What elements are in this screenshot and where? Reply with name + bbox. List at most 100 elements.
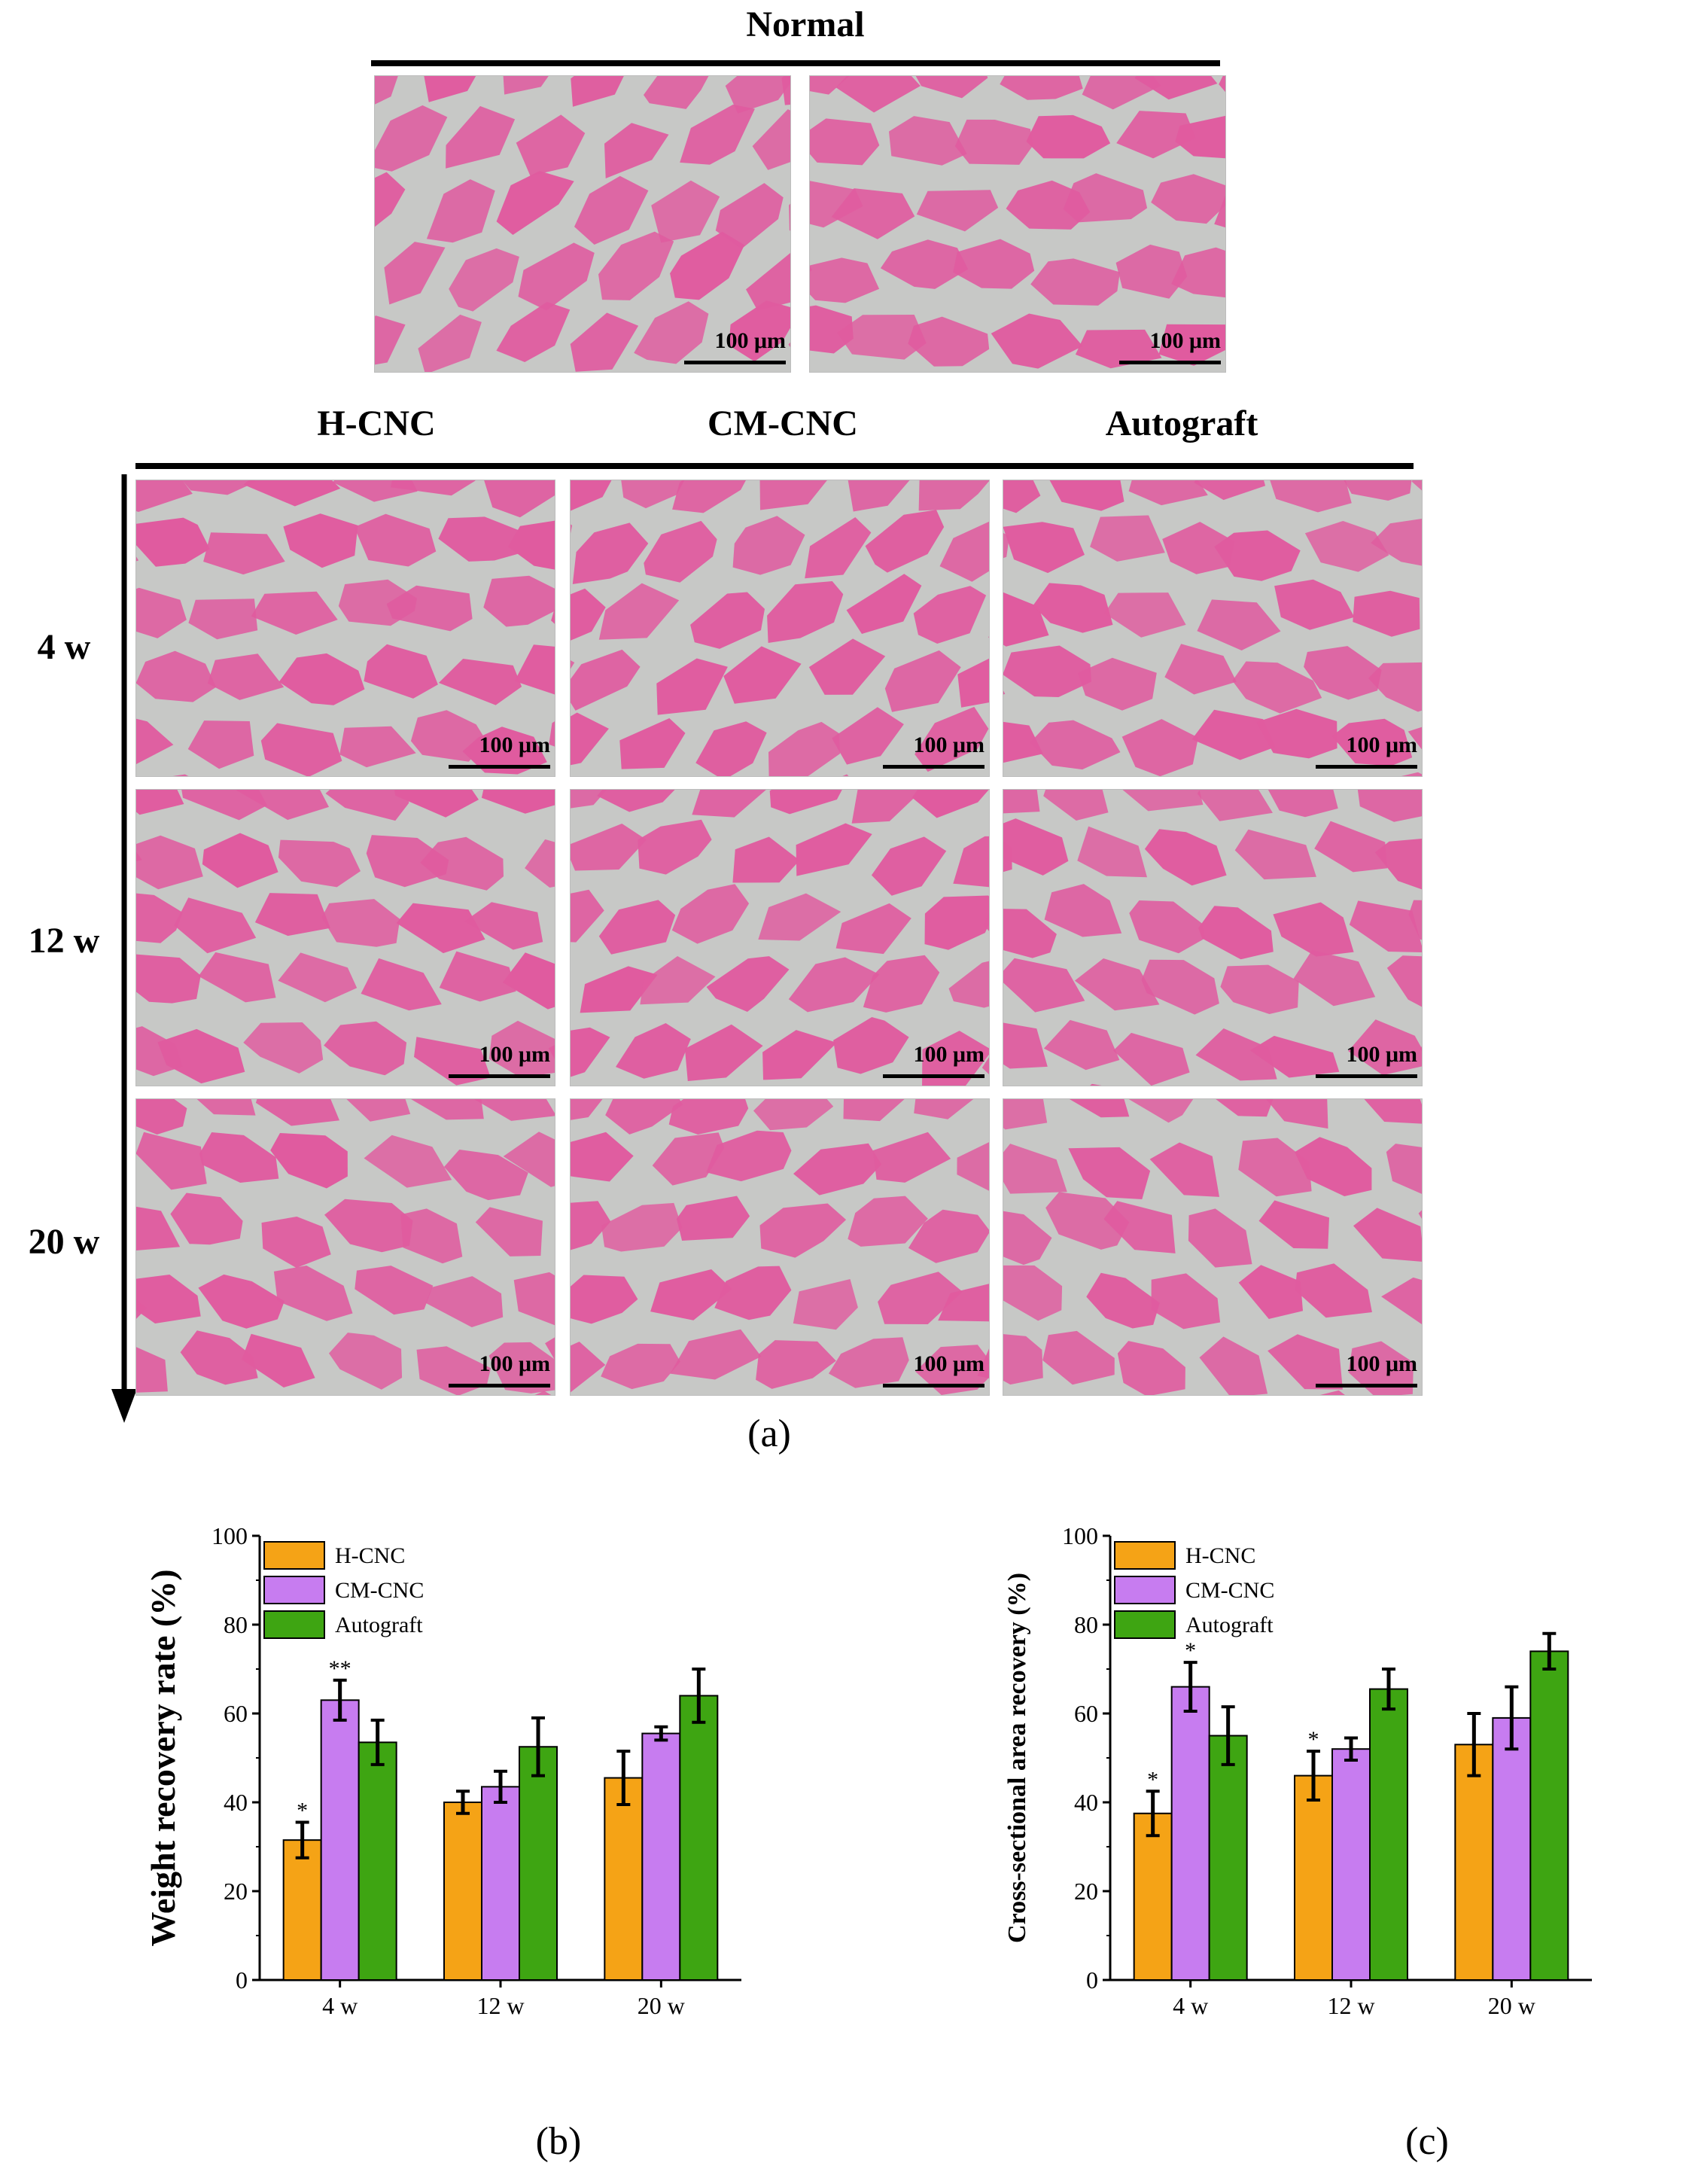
x-tick-label: 4 w: [322, 1992, 358, 2019]
x-tick-label: 20 w: [638, 1992, 685, 2019]
legend-label-cm-cnc: CM-CNC: [335, 1578, 424, 1603]
x-tick-label: 12 w: [476, 1992, 524, 2019]
y-tick-label: 80: [1074, 1611, 1098, 1638]
bar-h-cnc-4w: [282, 1839, 322, 1981]
scale-bar-line: [449, 1074, 550, 1078]
significance-marker: *: [1185, 1638, 1196, 1663]
bar-h-cnc-20w: [604, 1777, 644, 1981]
legend-label-autograft: Autograft: [1185, 1613, 1274, 1637]
scale-bar-label: 100 μm: [913, 733, 985, 757]
legend-swatch-autograft: [263, 1610, 325, 1639]
legend-swatch-autograft: [1114, 1610, 1176, 1639]
y-tick-label: 80: [224, 1611, 248, 1638]
scale-bar-line: [1316, 1074, 1417, 1078]
weight-recovery-chart: 0 20 40 60 80 100 Weight recovery rate (%) 4 w *…: [144, 1522, 741, 2019]
significance-marker: *: [297, 1799, 308, 1823]
scale-bar: 100 μm: [883, 1042, 984, 1078]
legend-swatch-cm-cnc: [1114, 1576, 1176, 1604]
time-arrow: [111, 474, 137, 1423]
micrograph-cm-cnc-4w: 100 μm: [570, 480, 990, 777]
y-tick-label: 40: [224, 1789, 248, 1816]
row-label-4w: 4 w: [37, 627, 91, 667]
scale-bar: 100 μm: [883, 1351, 984, 1387]
panel-label-c: (c): [1405, 2120, 1449, 2163]
bar-autograft-12w: [519, 1746, 558, 1981]
y-tick-label: 40: [1074, 1789, 1098, 1816]
bar-autograft-20w: [679, 1695, 719, 1981]
scale-bar-label: 100 μm: [479, 1351, 551, 1376]
scale-bar-label: 100 μm: [714, 328, 787, 353]
scale-bar: 100 μm: [1316, 1042, 1417, 1078]
micrograph-cm-cnc-20w: 100 μm: [570, 1098, 990, 1396]
panel-label-a: (a): [747, 1412, 791, 1455]
scale-bar-line: [449, 1384, 550, 1387]
group-header-cm-cnc: CM-CNC: [708, 404, 858, 443]
bar-h-cnc-12w: [1294, 1774, 1333, 1981]
y-tick-label: 100: [1062, 1522, 1098, 1549]
scale-bar-label: 100 μm: [1346, 1351, 1418, 1376]
scale-bar-line: [1119, 361, 1221, 364]
scale-bar-line: [883, 765, 984, 769]
legend-label-cm-cnc: CM-CNC: [1185, 1578, 1274, 1603]
scale-bar-label: 100 μm: [1149, 328, 1222, 353]
bar-autograft-4w: [1208, 1735, 1248, 1981]
y-tick-label: 60: [1074, 1700, 1098, 1727]
bar-cm-cnc-20w: [641, 1732, 681, 1981]
scale-bar: 100 μm: [1119, 328, 1221, 364]
y-axis-title: Weight recovery rate (%): [144, 1569, 182, 1946]
scale-bar-label: 100 μm: [913, 1042, 985, 1067]
bar-autograft-12w: [1369, 1688, 1408, 1981]
micrograph-cm-cnc-12w: 100 μm: [570, 789, 990, 1086]
micrograph-autograft-4w: 100 μm: [1003, 480, 1423, 777]
x-tick-label: 12 w: [1327, 1992, 1374, 2019]
scale-bar-line: [684, 361, 786, 364]
scale-bar-line: [883, 1384, 984, 1387]
bar-cm-cnc-4w: [320, 1699, 360, 1981]
micrograph-normal-2: 100 μm: [809, 75, 1226, 373]
y-tick-label: 20: [224, 1878, 248, 1905]
legend-label-h-cnc: H-CNC: [1185, 1543, 1255, 1568]
y-tick-label: 0: [236, 1966, 248, 1994]
scale-bar: 100 μm: [1316, 1351, 1417, 1387]
x-tick-label: 20 w: [1488, 1992, 1535, 2019]
scale-bar: 100 μm: [449, 733, 550, 769]
y-tick-label: 60: [224, 1700, 248, 1727]
bar-cm-cnc-4w: [1170, 1686, 1210, 1981]
scale-bar: 100 μm: [449, 1042, 550, 1078]
significance-marker: **: [329, 1656, 351, 1681]
group-header-h-cnc: H-CNC: [317, 404, 436, 443]
scale-bar-label: 100 μm: [1346, 733, 1418, 757]
bar-cm-cnc-12w: [481, 1786, 520, 1981]
row-label-12w: 12 w: [28, 921, 100, 961]
scale-bar-line: [449, 765, 550, 769]
bar-h-cnc-4w: [1133, 1812, 1173, 1981]
bar-autograft-4w: [358, 1741, 397, 1981]
bar-cm-cnc-12w: [1331, 1748, 1371, 1981]
micrograph-h-cnc-4w: 100 μm: [135, 480, 555, 777]
significance-marker: *: [1147, 1767, 1158, 1792]
normal-rule: [371, 60, 1220, 66]
normal-header: Normal: [746, 5, 865, 44]
y-tick-label: 20: [1074, 1878, 1098, 1905]
bar-h-cnc-12w: [443, 1802, 482, 1981]
scale-bar-label: 100 μm: [479, 733, 551, 757]
y-tick-label: 0: [1086, 1966, 1098, 1994]
legend-swatch-h-cnc: [1114, 1541, 1176, 1570]
legend-swatch-cm-cnc: [263, 1576, 325, 1604]
panel-label-b: (b): [535, 2120, 582, 2163]
bar-autograft-20w: [1529, 1650, 1569, 1981]
legend-swatch-h-cnc: [263, 1541, 325, 1570]
significance-marker: *: [1308, 1727, 1319, 1752]
scale-bar: 100 μm: [1316, 733, 1417, 769]
micrograph-h-cnc-12w: 100 μm: [135, 789, 555, 1086]
group-rule: [135, 463, 1414, 469]
scale-bar-line: [1316, 765, 1417, 769]
legend-label-autograft: Autograft: [335, 1613, 423, 1637]
scale-bar-label: 100 μm: [1346, 1042, 1418, 1067]
bar-h-cnc-20w: [1454, 1744, 1494, 1981]
scale-bar-line: [1316, 1384, 1417, 1387]
cross-sectional-area-chart: 0 20 40 60 80 100 Cross-sectional area recover…: [1003, 1522, 1592, 2019]
micrograph-normal-1: 100 μm: [374, 75, 791, 373]
scale-bar-line: [883, 1074, 984, 1078]
x-tick-label: 4 w: [1173, 1992, 1208, 2019]
